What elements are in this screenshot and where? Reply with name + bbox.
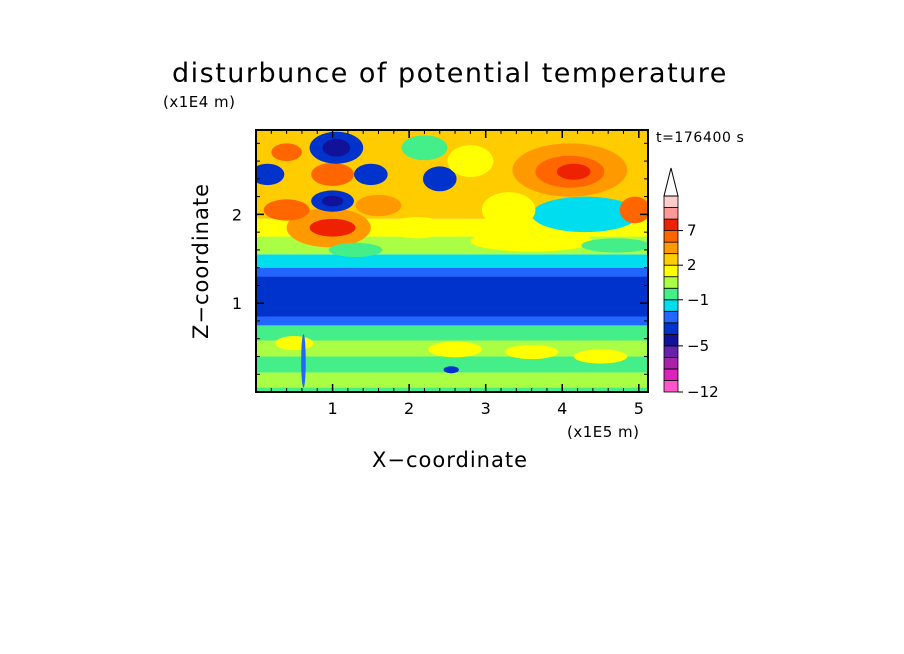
x-tick-label-2: 3 [481, 399, 491, 418]
x-axis-label: X−coordinate [372, 448, 528, 472]
contour-feature-27 [504, 344, 559, 360]
contour-feature-25 [275, 336, 314, 351]
y-tick-label-1: 2 [232, 205, 242, 224]
contour-feature-3 [321, 195, 344, 207]
colorbar-segment-4 [663, 333, 679, 347]
colorbar-extend-triangle [663, 167, 679, 197]
colorbar-segment-15 [663, 207, 679, 220]
colorbar-segment-6 [663, 310, 679, 324]
contour-feature-4 [311, 162, 354, 186]
colorbar-segment-16 [663, 195, 679, 208]
colorbar-segment-5 [663, 322, 679, 335]
colorbar-segment-1 [663, 368, 679, 381]
y-axis-unit: (x1E4 m) [163, 93, 236, 111]
contour-feature-16 [470, 230, 593, 252]
y-tick-label-0: 1 [232, 294, 242, 313]
colorbar-segment-3 [663, 345, 679, 358]
colorbar-label-4: 7 [687, 222, 697, 240]
colorbar-segment-7 [663, 299, 679, 312]
colorbar: −12−5−127 [663, 167, 719, 401]
colorbar-label-3: 2 [687, 256, 697, 274]
contour-feature-22 [619, 196, 648, 224]
contour-feature-23 [328, 242, 383, 258]
colorbar-segment-8 [663, 287, 679, 301]
time-label: t=176400 s [656, 130, 745, 146]
colorbar-label-1: −5 [687, 337, 709, 355]
contour-feature-6 [322, 138, 351, 157]
contour-band-7 [256, 267, 648, 277]
contour-band-5 [256, 316, 648, 326]
contour-band-2 [256, 356, 648, 373]
contour-band-8 [256, 254, 648, 268]
contour-band-4 [256, 325, 648, 341]
colorbar-label-2: −1 [687, 291, 709, 309]
x-tick-label-4: 5 [634, 399, 644, 418]
contour-feature-12 [422, 166, 457, 192]
contour-feature-24 [581, 238, 648, 253]
chart-title: disturbunce of potential temperature [172, 58, 728, 89]
contour-band-1 [256, 372, 648, 388]
colorbar-segment-10 [663, 264, 679, 278]
contour-feature-20 [531, 196, 639, 233]
colorbar-segment-9 [663, 276, 679, 289]
x-tick-label-0: 1 [327, 399, 337, 418]
axes: 1 2 3 4 5 1 2 [232, 130, 648, 418]
contour-feature-1 [309, 218, 356, 237]
contour-feature-15 [386, 217, 448, 239]
contour-feature-14 [401, 135, 448, 161]
contour-feature-26 [428, 341, 482, 358]
colorbar-label-0: −12 [687, 383, 719, 401]
contour-feature-7 [256, 163, 285, 186]
x-axis-unit: (x1E5 m) [567, 423, 640, 441]
colorbar-segment-12 [663, 241, 679, 255]
contour-band-6 [256, 276, 648, 317]
contour-feature-28 [573, 349, 628, 364]
colorbar-segment-11 [663, 253, 679, 266]
colorbar-segment-0 [663, 380, 679, 393]
contour-feature-29 [443, 366, 459, 374]
contour-band-0 [256, 387, 648, 392]
contour-feature-19 [556, 163, 591, 180]
contour-feature-9 [271, 143, 302, 162]
contour-feature-13 [447, 145, 494, 178]
colorbar-segment-14 [663, 218, 679, 231]
contour-feature-10 [354, 163, 388, 186]
x-tick-label-3: 4 [557, 399, 567, 418]
colorbar-segment-2 [663, 357, 679, 370]
contour-feature-11 [355, 194, 402, 217]
colorbar-segment-13 [663, 230, 679, 243]
contour-feature-8 [263, 199, 310, 221]
plot-frame [255, 129, 649, 393]
x-tick-label-1: 2 [404, 399, 414, 418]
contour-feature-30 [301, 334, 306, 388]
contour-feature-21 [481, 192, 536, 228]
plot-area [256, 130, 648, 392]
